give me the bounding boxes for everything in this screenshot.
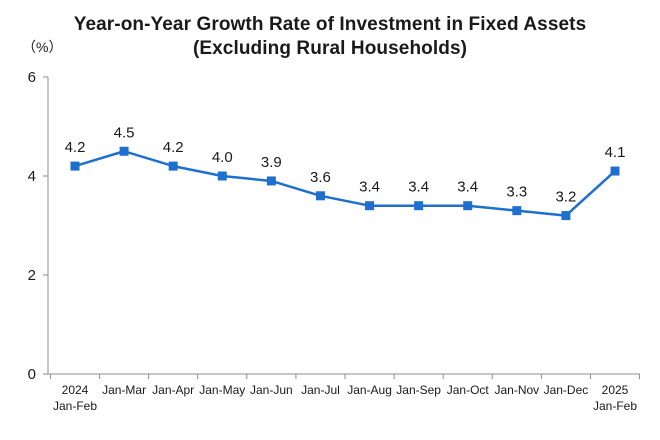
data-label: 4.5 (114, 124, 135, 141)
data-point (217, 171, 227, 181)
x-tick-label: Jan-May (199, 383, 245, 397)
data-label: 3.6 (310, 169, 331, 186)
data-label: 3.9 (261, 154, 282, 171)
data-point (168, 161, 178, 171)
x-tick-label: Jan-Aug (347, 383, 392, 397)
data-label: 4.2 (163, 139, 184, 156)
data-label: 4.0 (212, 149, 233, 166)
data-point (266, 176, 276, 186)
x-tick-label: Jan-Feb (593, 399, 637, 413)
data-label: 3.3 (506, 184, 527, 201)
data-point (365, 201, 375, 211)
x-tick-label: Jan-Dec (544, 383, 589, 397)
data-point (414, 201, 424, 211)
data-point (561, 211, 571, 221)
data-label: 3.4 (457, 179, 478, 196)
x-tick-label: Jan-Nov (494, 383, 539, 397)
data-label: 3.2 (555, 189, 576, 206)
y-tick-label: 4 (28, 168, 36, 185)
x-tick-label-year: 2024 (62, 383, 89, 397)
data-point (512, 206, 522, 216)
x-tick-label-year: 2025 (602, 383, 629, 397)
data-point (315, 191, 325, 201)
y-tick-label: 0 (28, 366, 36, 383)
data-point (70, 161, 80, 171)
data-point (119, 146, 129, 156)
data-label: 3.4 (359, 179, 380, 196)
x-tick-label: Jan-Sep (396, 383, 441, 397)
x-tick-label: Jan-Jun (250, 383, 293, 397)
x-tick-label: Jan-Jul (301, 383, 340, 397)
x-tick-label: Jan-Oct (447, 383, 490, 397)
data-label: 4.2 (65, 139, 86, 156)
x-tick-label: Jan-Mar (102, 383, 146, 397)
y-tick-label: 2 (28, 267, 36, 284)
series-line (73, 150, 617, 217)
data-point (463, 201, 473, 211)
y-tick-label: 6 (28, 69, 36, 86)
data-label: 3.4 (408, 179, 429, 196)
chart-subtitle: (Excluding Rural Households) (192, 38, 468, 59)
chart-title: Year-on-Year Growth Rate of Investment i… (73, 14, 587, 35)
data-label: 4.1 (605, 144, 626, 161)
y-axis-unit-label: （%） (22, 39, 63, 55)
x-tick-label: Jan-Apr (152, 383, 194, 397)
x-tick-label: Jan-Feb (53, 399, 97, 413)
data-point (610, 166, 620, 176)
